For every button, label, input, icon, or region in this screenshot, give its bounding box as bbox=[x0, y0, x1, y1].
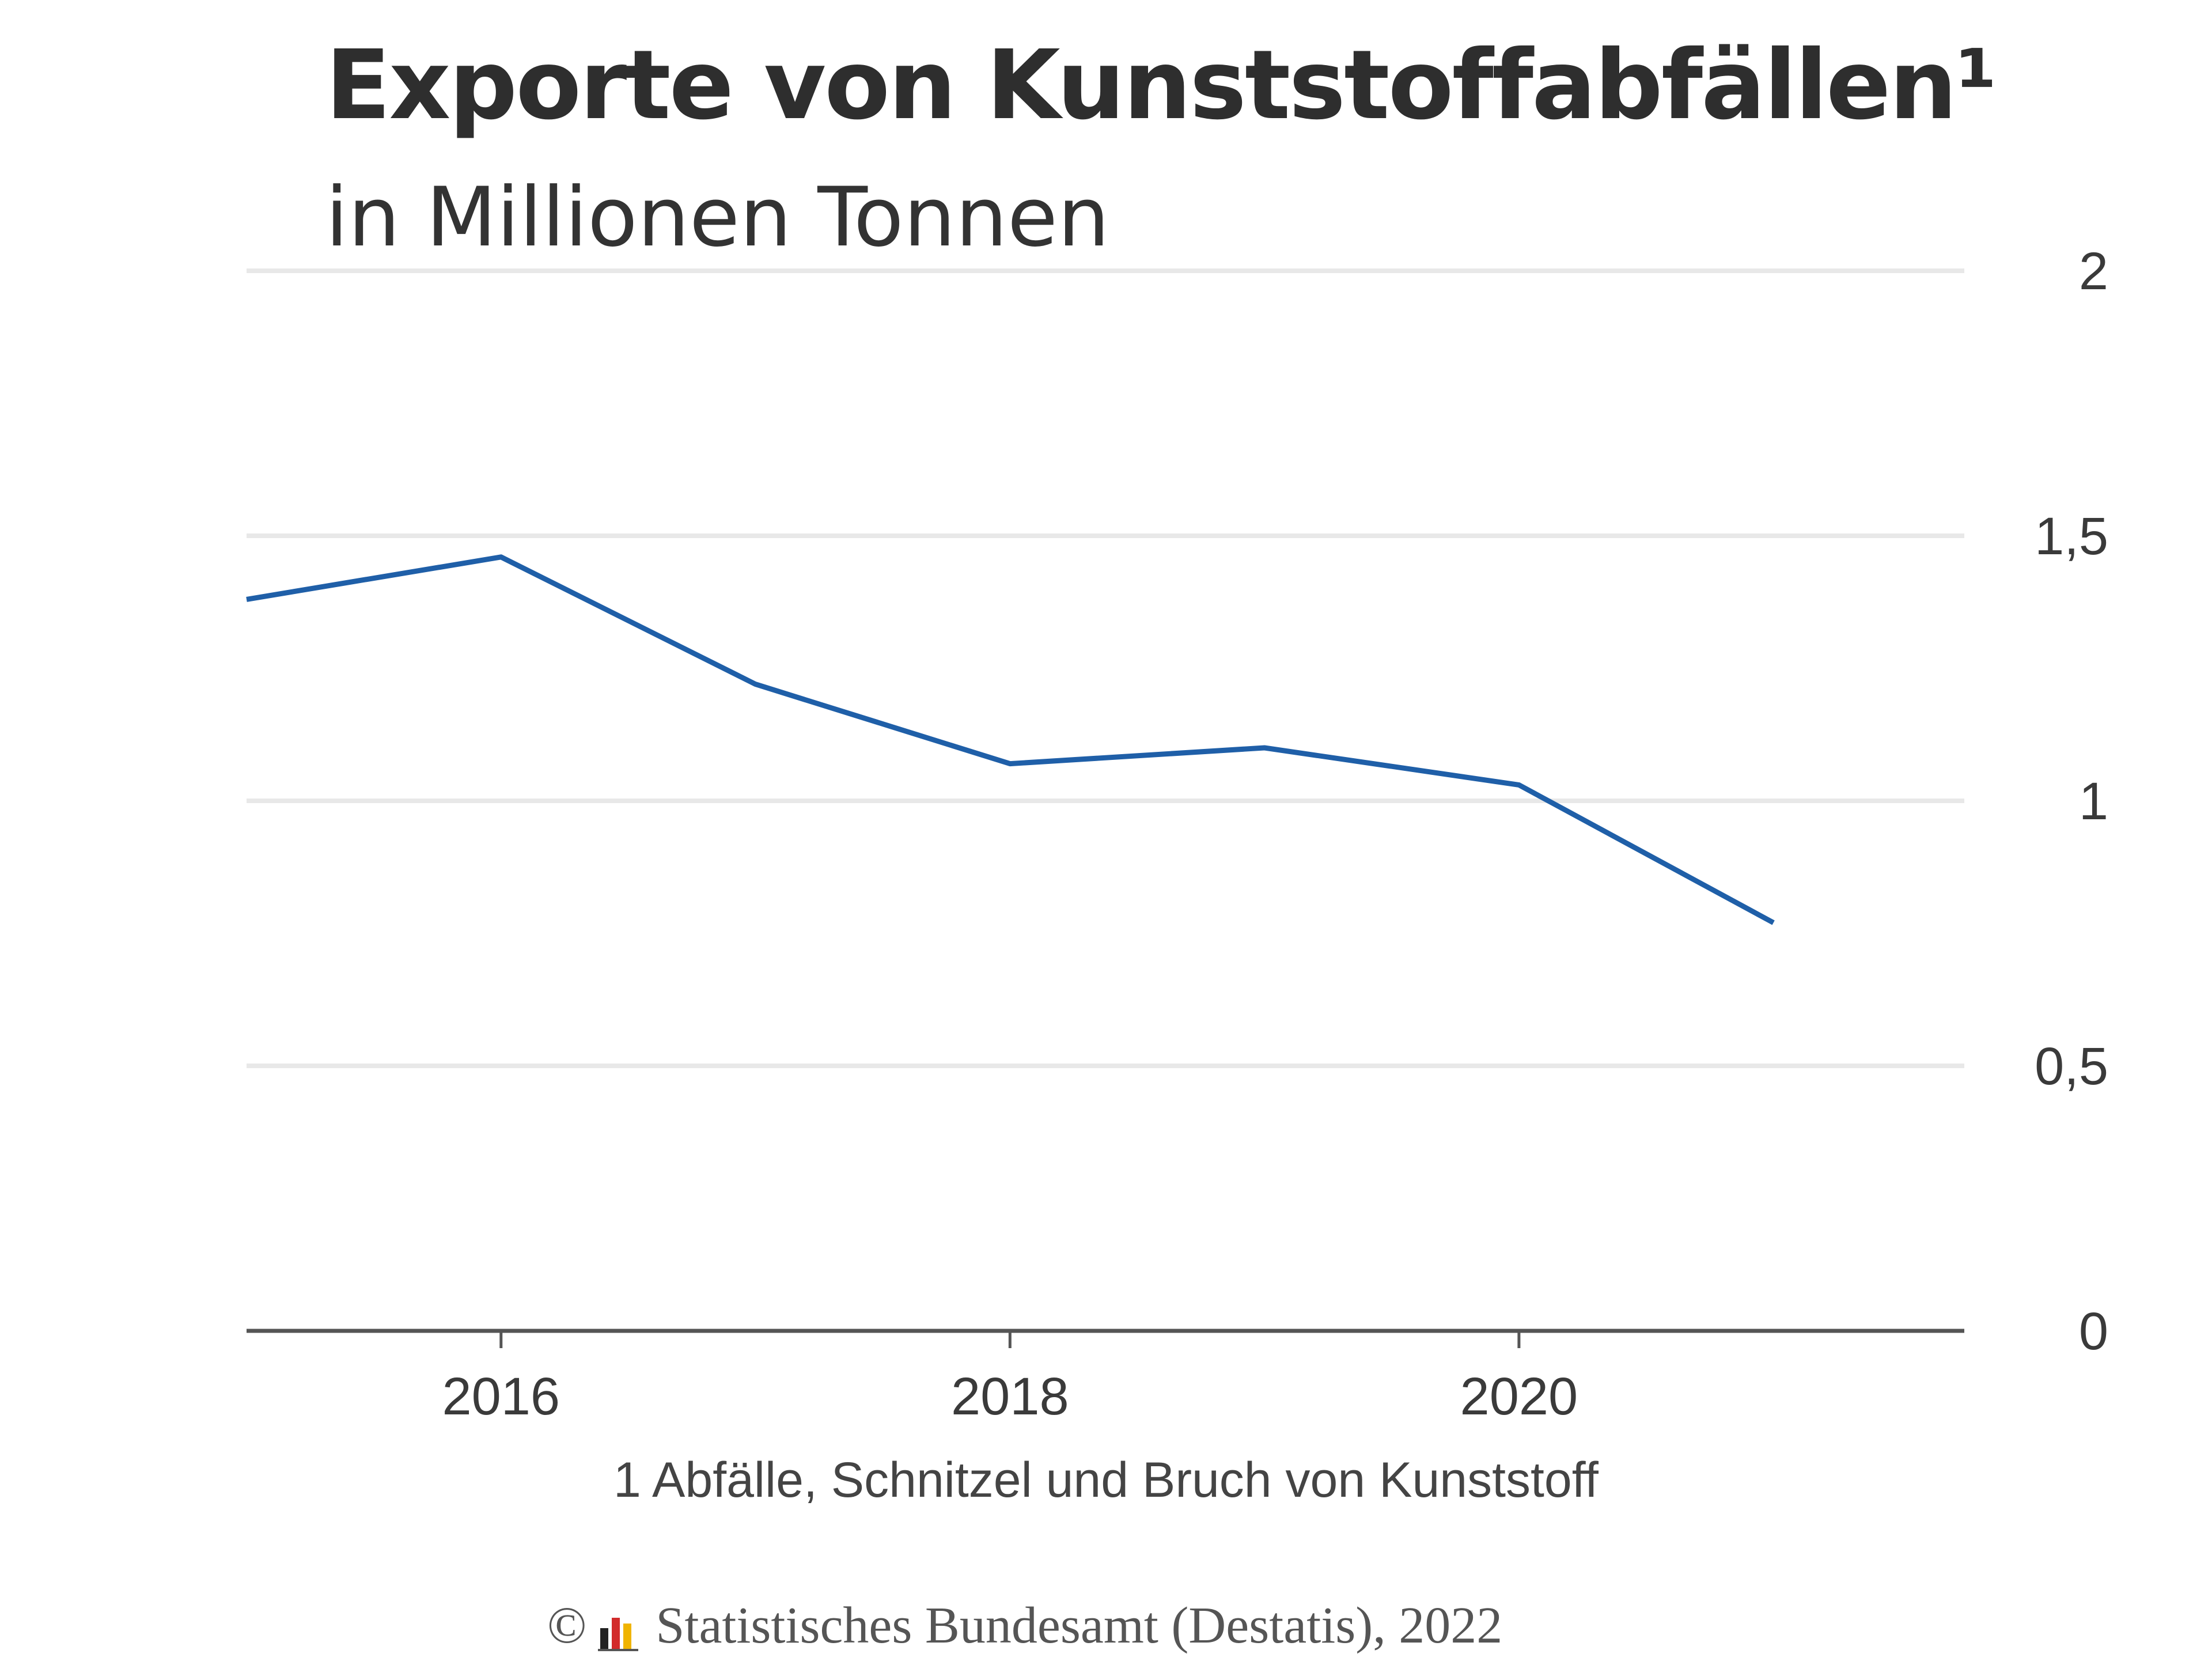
y-tick-label: 0 bbox=[2079, 1302, 2108, 1361]
series-group bbox=[247, 557, 1774, 923]
y-tick-label: 1,5 bbox=[2035, 507, 2108, 566]
x-tick-label: 2016 bbox=[442, 1367, 560, 1426]
y-tick-label: 2 bbox=[2079, 242, 2108, 301]
destatis-logo-icon bbox=[598, 1606, 644, 1646]
x-tick-label: 2018 bbox=[951, 1367, 1069, 1426]
source-text: Statistisches Bundesamt (Destatis), 2022 bbox=[656, 1596, 1502, 1655]
y-tick-labels: 0 0,5 1 1,5 2 bbox=[2035, 242, 2108, 1361]
footnote: 1 Abfälle, Schnitzel und Bruch von Kunst… bbox=[0, 1452, 2212, 1509]
x-axis: 2016 2018 2020 bbox=[247, 1331, 1964, 1426]
gridlines bbox=[247, 271, 1964, 1066]
copyright-symbol: © bbox=[547, 1596, 586, 1655]
source-credit: © Statistisches Bundesamt (Destatis), 20… bbox=[547, 1596, 1502, 1655]
y-tick-label: 1 bbox=[2079, 772, 2108, 831]
x-tick-label: 2020 bbox=[1460, 1367, 1578, 1426]
series-line bbox=[247, 557, 1774, 923]
y-tick-label: 0,5 bbox=[2035, 1037, 2108, 1096]
